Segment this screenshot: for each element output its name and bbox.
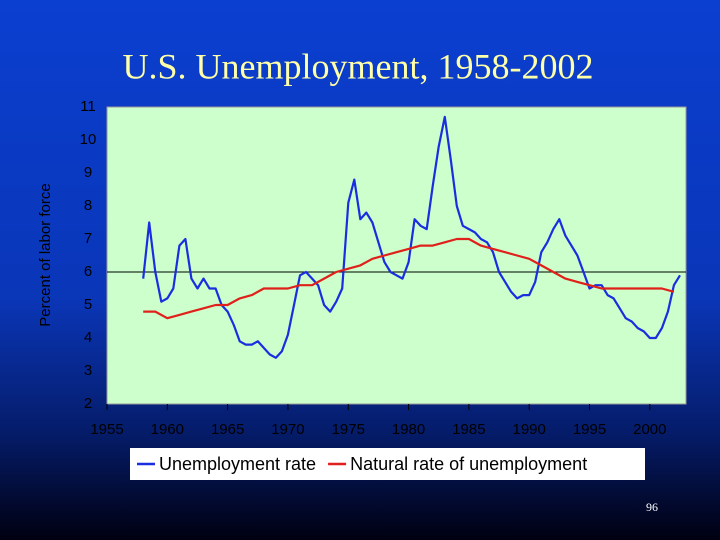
x-tick-label: 1965 (211, 421, 244, 438)
y-tick-label: 6 (84, 263, 92, 280)
legend-box (130, 448, 645, 480)
y-tick-label: 7 (84, 230, 92, 247)
series-line (142, 115, 681, 359)
x-tick-label: 1970 (271, 421, 304, 438)
y-tick-label: 3 (84, 362, 92, 379)
y-tick-label: 8 (84, 197, 92, 214)
y-tick-label: 2 (84, 395, 92, 412)
y-axis-label: Percent of labor force (37, 183, 54, 326)
x-tick-label: 1990 (513, 421, 546, 438)
y-tick-label: 5 (84, 296, 92, 313)
x-tick-label: 1985 (452, 421, 485, 438)
y-tick-label: 10 (80, 131, 97, 148)
plot-area (106, 106, 687, 405)
x-tick-label: 2000 (633, 421, 666, 438)
y-tick-label: 9 (84, 164, 92, 181)
x-tick-label: 1960 (151, 421, 184, 438)
legend-label: Unemployment rate (159, 454, 316, 474)
x-tick-label: 1955 (90, 421, 123, 438)
x-tick-label: 1980 (392, 421, 425, 438)
chart-title: U.S. Unemployment, 1958-2002 (123, 46, 594, 86)
y-tick-label: 4 (84, 329, 92, 346)
x-tick-label: 1995 (573, 421, 606, 438)
series-line (143, 237, 675, 320)
x-tick-label: 1975 (332, 421, 365, 438)
y-tick-label: 11 (80, 98, 96, 115)
legend-label: Natural rate of unemployment (350, 454, 587, 474)
page-number: 96 (646, 500, 658, 514)
